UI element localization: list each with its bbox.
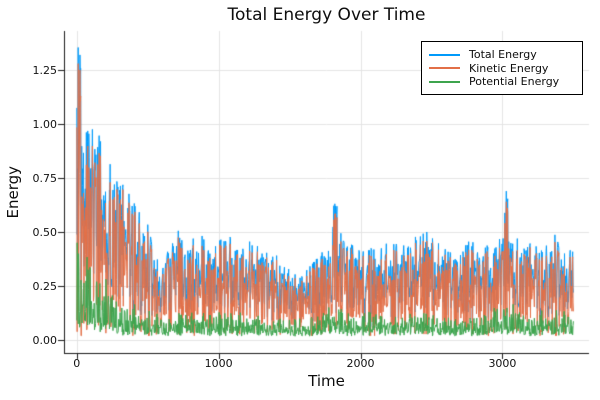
legend-label: Kinetic Energy — [469, 61, 549, 75]
legend-box: Total Energy Kinetic Energy Potential Ener… — [421, 41, 583, 95]
legend-item: Kinetic Energy — [429, 62, 576, 75]
legend-line-swatch — [429, 80, 460, 83]
legend-item: Potential Energy — [429, 75, 576, 88]
legend-item: Total Energy — [429, 48, 576, 61]
chart-title: Total Energy Over Time — [227, 5, 426, 25]
y-axis-label-wrap: Energy — [2, 31, 24, 353]
x-tick-label: 1000 — [204, 357, 233, 370]
x-axis-label: Time — [308, 372, 345, 390]
legend-label: Total Energy — [469, 48, 537, 61]
y-tick-label: 0.25 — [32, 280, 58, 293]
legend-line-swatch — [429, 67, 460, 69]
legend-line-swatch — [429, 53, 460, 56]
y-tick-label: 0.50 — [32, 225, 58, 239]
x-tick-label: 0 — [73, 357, 81, 370]
x-tick-label: 2000 — [346, 357, 375, 370]
y-tick-label: 0.75 — [32, 171, 58, 185]
legend-label: Potential Energy — [469, 75, 560, 88]
y-tick-label: 0.00 — [32, 334, 58, 348]
x-tick-label: 3000 — [488, 357, 517, 370]
y-tick-label: 1.25 — [32, 63, 58, 77]
y-tick-label: 1.00 — [32, 117, 58, 131]
